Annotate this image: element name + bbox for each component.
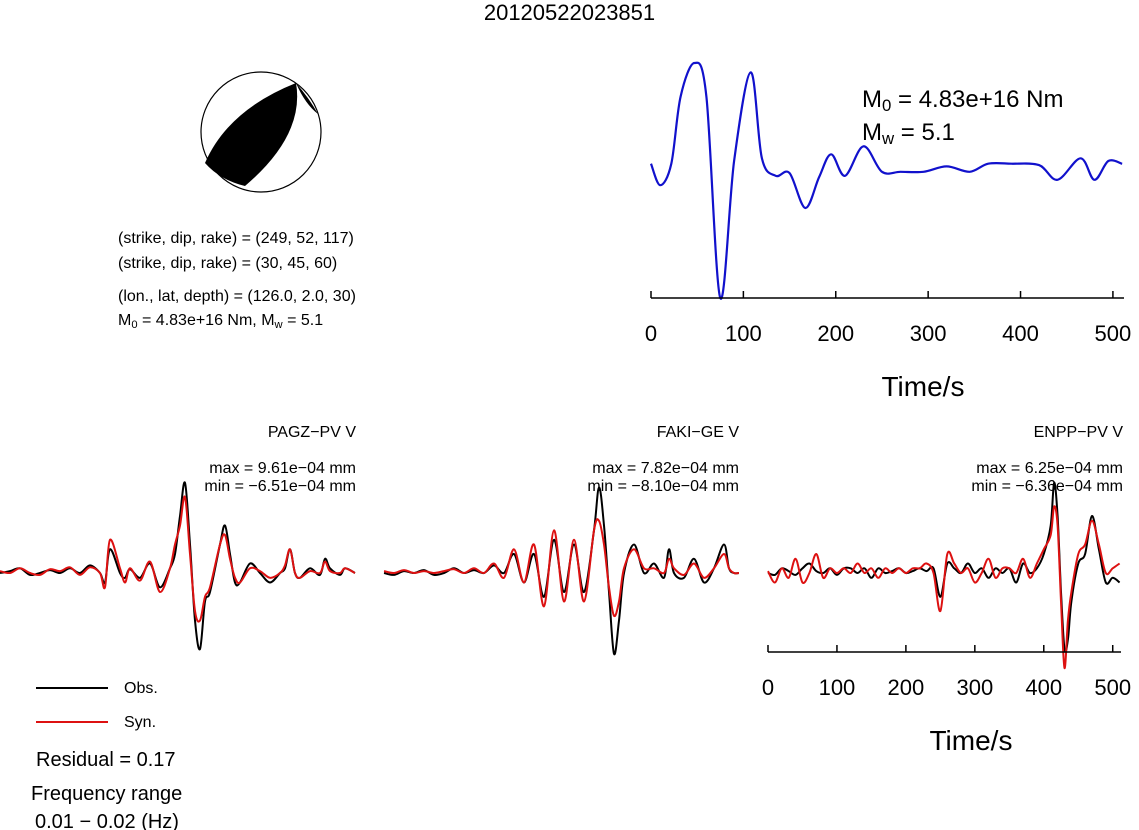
event-location: (lon., lat, depth) = (126.0, 2.0, 30) <box>118 288 356 305</box>
legend-obs-label: Obs. <box>124 680 158 697</box>
stf-tick-label: 400 <box>1002 321 1039 346</box>
station-name-3: ENPP−PV V <box>1033 424 1123 441</box>
event-magnitude-line: M0 = 4.83e+16 Nm, Mw = 5.1 <box>118 312 324 331</box>
station-max-1: max = 9.61e−04 mm <box>209 460 356 477</box>
seismic-moment-label: M0 = 4.83e+16 Nm <box>862 86 1064 116</box>
stf-tick-label: 200 <box>817 321 854 346</box>
stf-tick-label: 300 <box>910 321 947 346</box>
enpp-tick-label: 200 <box>888 675 925 700</box>
moment-magnitude-label: Mw = 5.1 <box>862 119 955 149</box>
stf-line <box>649 61 1123 300</box>
beachball-compressional-top <box>296 83 318 114</box>
residual-text: Residual = 0.17 <box>36 749 176 771</box>
enpp-tick-label: 0 <box>762 675 774 700</box>
stf-tick-label: 500 <box>1095 321 1132 346</box>
station-name-2: FAKI−GE V <box>656 424 739 441</box>
waveform-panel-enpp: 0 100 200 300 400 500 Time/s <box>762 481 1131 756</box>
enpp-axis-title: Time/s <box>929 725 1012 756</box>
stf-tick-label: 0 <box>645 321 657 346</box>
beachball-focal-mechanism <box>200 71 322 193</box>
observed-waveform <box>0 481 356 651</box>
waveform-panel-pagz <box>0 481 356 651</box>
source-time-function-plot: 0 100 200 300 400 500 Time/s <box>645 61 1132 402</box>
station-name-1: PAGZ−PV V <box>267 424 356 441</box>
enpp-tick-label: 500 <box>1094 675 1131 700</box>
station-max-3: max = 6.25e−04 mm <box>976 460 1123 477</box>
nodal-plane-1: (strike, dip, rake) = (249, 52, 117) <box>118 230 354 247</box>
station-max-2: max = 7.82e−04 mm <box>592 460 739 477</box>
stf-axis-title: Time/s <box>881 371 964 402</box>
nodal-plane-2: (strike, dip, rake) = (30, 45, 60) <box>118 255 338 272</box>
enpp-tick-label: 100 <box>819 675 856 700</box>
figure-title: 20120522023851 <box>483 0 656 25</box>
beachball-compressional-main <box>205 83 298 186</box>
enpp-tick-label: 400 <box>1025 675 1062 700</box>
synthetic-waveform <box>767 505 1121 670</box>
observed-waveform <box>383 486 740 656</box>
station-min-1: min = −6.51e−04 mm <box>204 478 356 495</box>
legend-syn-label: Syn. <box>124 714 157 731</box>
stf-tick-label: 100 <box>725 321 762 346</box>
enpp-tick-label: 300 <box>956 675 993 700</box>
waveform-panel-faki <box>383 486 740 656</box>
station-min-2: min = −8.10e−04 mm <box>587 478 739 495</box>
frequency-range-label: Frequency range <box>31 783 183 805</box>
station-min-3: min = −6.36e−04 mm <box>971 478 1123 495</box>
frequency-range-value: 0.01 − 0.02 (Hz) <box>35 811 179 830</box>
synthetic-waveform <box>0 495 356 623</box>
synthetic-waveform <box>383 518 740 618</box>
